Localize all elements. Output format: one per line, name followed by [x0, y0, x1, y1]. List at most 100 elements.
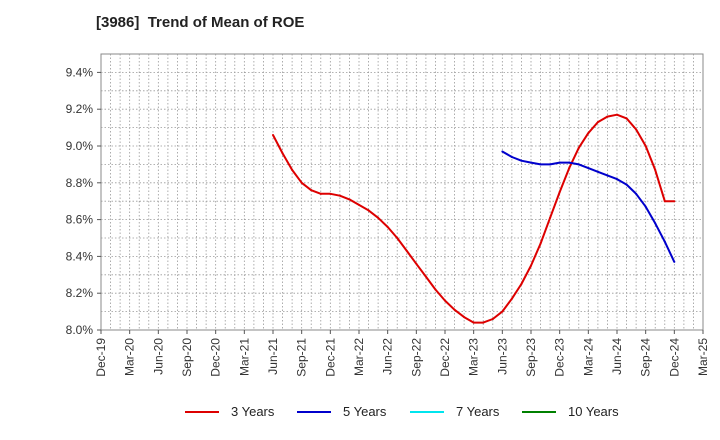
data-point-3-years: [616, 113, 618, 116]
x-tick-label: Mar-22: [352, 338, 366, 376]
x-tick-label: Mar-23: [467, 338, 481, 376]
data-point-3-years: [405, 249, 408, 252]
data-point-3-years: [663, 200, 666, 203]
data-point-5-years: [596, 170, 599, 173]
data-point-3-years: [300, 181, 303, 184]
data-point-5-years: [558, 161, 561, 164]
y-tick-label: 8.4%: [66, 249, 94, 263]
data-point-3-years: [501, 310, 504, 313]
data-point-5-years: [539, 163, 542, 166]
data-point-5-years: [568, 161, 571, 164]
chart-legend: 3 Years 5 Years 7 Years 10 Years: [0, 404, 720, 426]
data-point-3-years: [444, 299, 446, 302]
data-point-3-years: [329, 192, 332, 195]
data-point-3-years: [358, 203, 360, 206]
data-point-3-years: [539, 242, 542, 245]
x-tick-label: Mar-20: [123, 338, 137, 376]
data-point-3-years: [424, 275, 427, 278]
legend-label: 3 Years: [231, 404, 275, 419]
x-tick-label: Dec-21: [323, 338, 337, 377]
data-point-5-years: [616, 178, 618, 181]
legend-item-10-years: 10 Years: [522, 404, 619, 419]
legend-item-5-years: 5 Years: [297, 404, 386, 419]
data-point-5-years: [606, 174, 609, 177]
data-point-5-years: [549, 163, 552, 166]
data-point-3-years: [606, 115, 609, 118]
data-point-3-years: [386, 225, 389, 228]
x-tick-label: Jun-23: [495, 338, 509, 375]
legend-swatch-7-years: [410, 410, 444, 413]
y-tick-label: 8.2%: [66, 286, 94, 300]
x-tick-label: Dec-24: [667, 338, 681, 377]
data-point-3-years: [482, 321, 485, 324]
x-tick-label: Dec-23: [553, 338, 567, 377]
data-point-3-years: [530, 264, 532, 267]
data-point-5-years: [587, 167, 590, 170]
data-point-3-years: [396, 237, 399, 239]
legend-label: 10 Years: [568, 404, 619, 419]
data-point-3-years: [644, 145, 647, 147]
data-point-3-years: [434, 288, 437, 291]
data-point-5-years: [663, 240, 666, 243]
y-tick-label: 8.0%: [66, 323, 94, 337]
data-point-3-years: [291, 168, 294, 171]
data-point-5-years: [654, 222, 657, 225]
x-tick-label: Mar-24: [581, 338, 595, 376]
data-point-3-years: [415, 262, 418, 265]
x-tick-label: Sep-22: [409, 338, 423, 377]
data-point-3-years: [654, 168, 657, 171]
data-point-3-years: [673, 200, 676, 203]
data-point-3-years: [568, 167, 571, 170]
data-point-3-years: [272, 133, 274, 136]
data-point-3-years: [310, 189, 313, 192]
x-tick-label: Dec-20: [209, 338, 223, 377]
x-tick-label: Sep-23: [524, 338, 538, 377]
data-point-3-years: [348, 198, 351, 201]
data-point-3-years: [520, 283, 523, 285]
data-point-3-years: [463, 316, 466, 319]
data-point-3-years: [596, 121, 599, 124]
x-tick-label: Jun-21: [266, 338, 280, 375]
x-tick-label: Jun-24: [610, 338, 624, 375]
data-point-3-years: [625, 117, 628, 120]
legend-item-3-years: 3 Years: [185, 404, 274, 419]
legend-swatch-10-years: [522, 410, 556, 413]
x-tick-label: Dec-22: [438, 338, 452, 377]
data-point-3-years: [453, 308, 456, 311]
legend-item-7-years: 7 Years: [410, 404, 499, 419]
x-tick-label: Jun-22: [381, 338, 395, 375]
data-point-5-years: [673, 260, 676, 263]
data-point-5-years: [635, 192, 638, 195]
legend-label: 5 Years: [343, 404, 387, 419]
data-point-5-years: [501, 150, 504, 153]
data-point-3-years: [472, 321, 475, 324]
data-point-3-years: [338, 194, 341, 197]
plot-area: [100, 53, 704, 331]
x-tick-label: Jun-20: [151, 338, 165, 375]
data-point-3-years: [281, 152, 284, 155]
x-tick-label: Sep-21: [295, 338, 309, 377]
legend-label: 7 Years: [456, 404, 500, 419]
data-point-3-years: [635, 128, 638, 131]
legend-swatch-3-years: [185, 410, 219, 413]
data-point-3-years: [319, 192, 322, 195]
data-point-5-years: [530, 161, 532, 164]
data-point-3-years: [577, 146, 580, 149]
x-tick-label: Sep-24: [639, 338, 653, 377]
data-point-5-years: [625, 183, 628, 186]
y-tick-label: 9.2%: [66, 102, 94, 116]
data-point-3-years: [491, 317, 494, 320]
data-point-3-years: [558, 191, 561, 193]
data-point-3-years: [377, 216, 380, 219]
y-tick-label: 8.6%: [66, 213, 94, 227]
chart-title: [3986] Trend of Mean of ROE: [96, 14, 305, 31]
x-tick-label: Mar-21: [237, 338, 251, 376]
data-point-5-years: [520, 159, 523, 162]
data-point-5-years: [510, 156, 513, 159]
data-point-3-years: [549, 216, 552, 219]
data-point-3-years: [367, 209, 370, 212]
x-tick-label: Sep-20: [180, 338, 194, 377]
x-tick-label: Dec-19: [94, 338, 108, 377]
x-tick-label: Mar-25: [696, 338, 710, 376]
